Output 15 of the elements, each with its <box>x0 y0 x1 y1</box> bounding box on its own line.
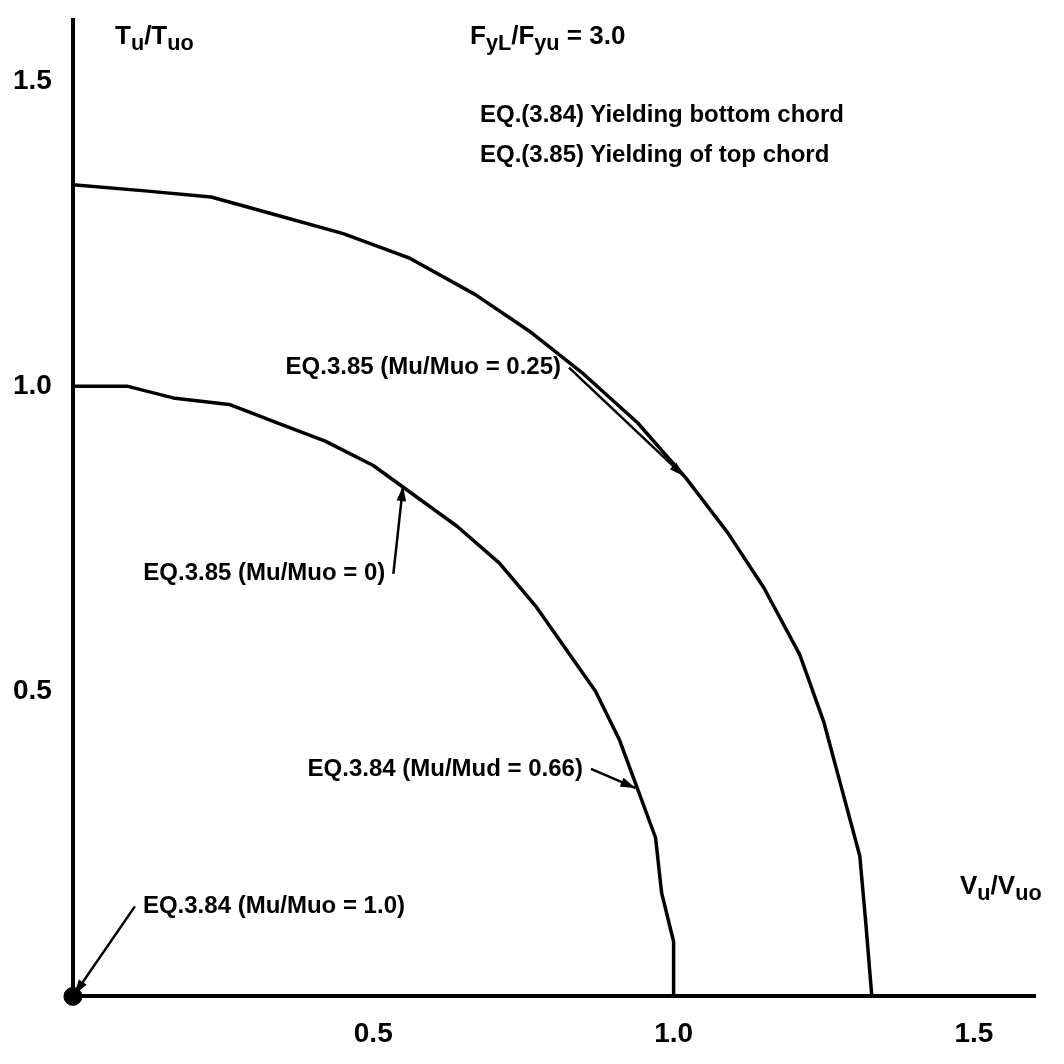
x-tick-label: 1.5 <box>954 1016 994 1048</box>
annotation: EQ.3.85 (Mu/Muo = 0.25) <box>285 352 562 380</box>
annotation: EQ.3.85 (Mu/Muo = 0) <box>143 558 386 586</box>
annotation: EQ.(3.84) Yielding bottom chord <box>480 99 845 127</box>
y-tick-label: 1.5 <box>12 63 52 95</box>
y-tick-label: 0.5 <box>12 673 52 705</box>
x-tick-label: 1.0 <box>654 1016 694 1048</box>
annotation: EQ.(3.85) Yielding of top chord <box>480 139 830 167</box>
annotation: EQ.3.84 (Mu/Mud = 0.66) <box>307 753 583 781</box>
y-axis-title: T$_{u}$/T$_{uo}$ <box>115 20 194 57</box>
chart-title: F$_{yL}$/F$_{yu}$ = 3.0 <box>470 20 626 57</box>
y-tick-label: 1.0 <box>12 368 52 400</box>
x-tick-label: 0.5 <box>353 1016 393 1048</box>
annotation: EQ.3.84 (Mu/Muo = 1.0) <box>142 891 405 919</box>
x-axis-title: V$_{u}$/V$_{uo}$ <box>960 870 1042 907</box>
